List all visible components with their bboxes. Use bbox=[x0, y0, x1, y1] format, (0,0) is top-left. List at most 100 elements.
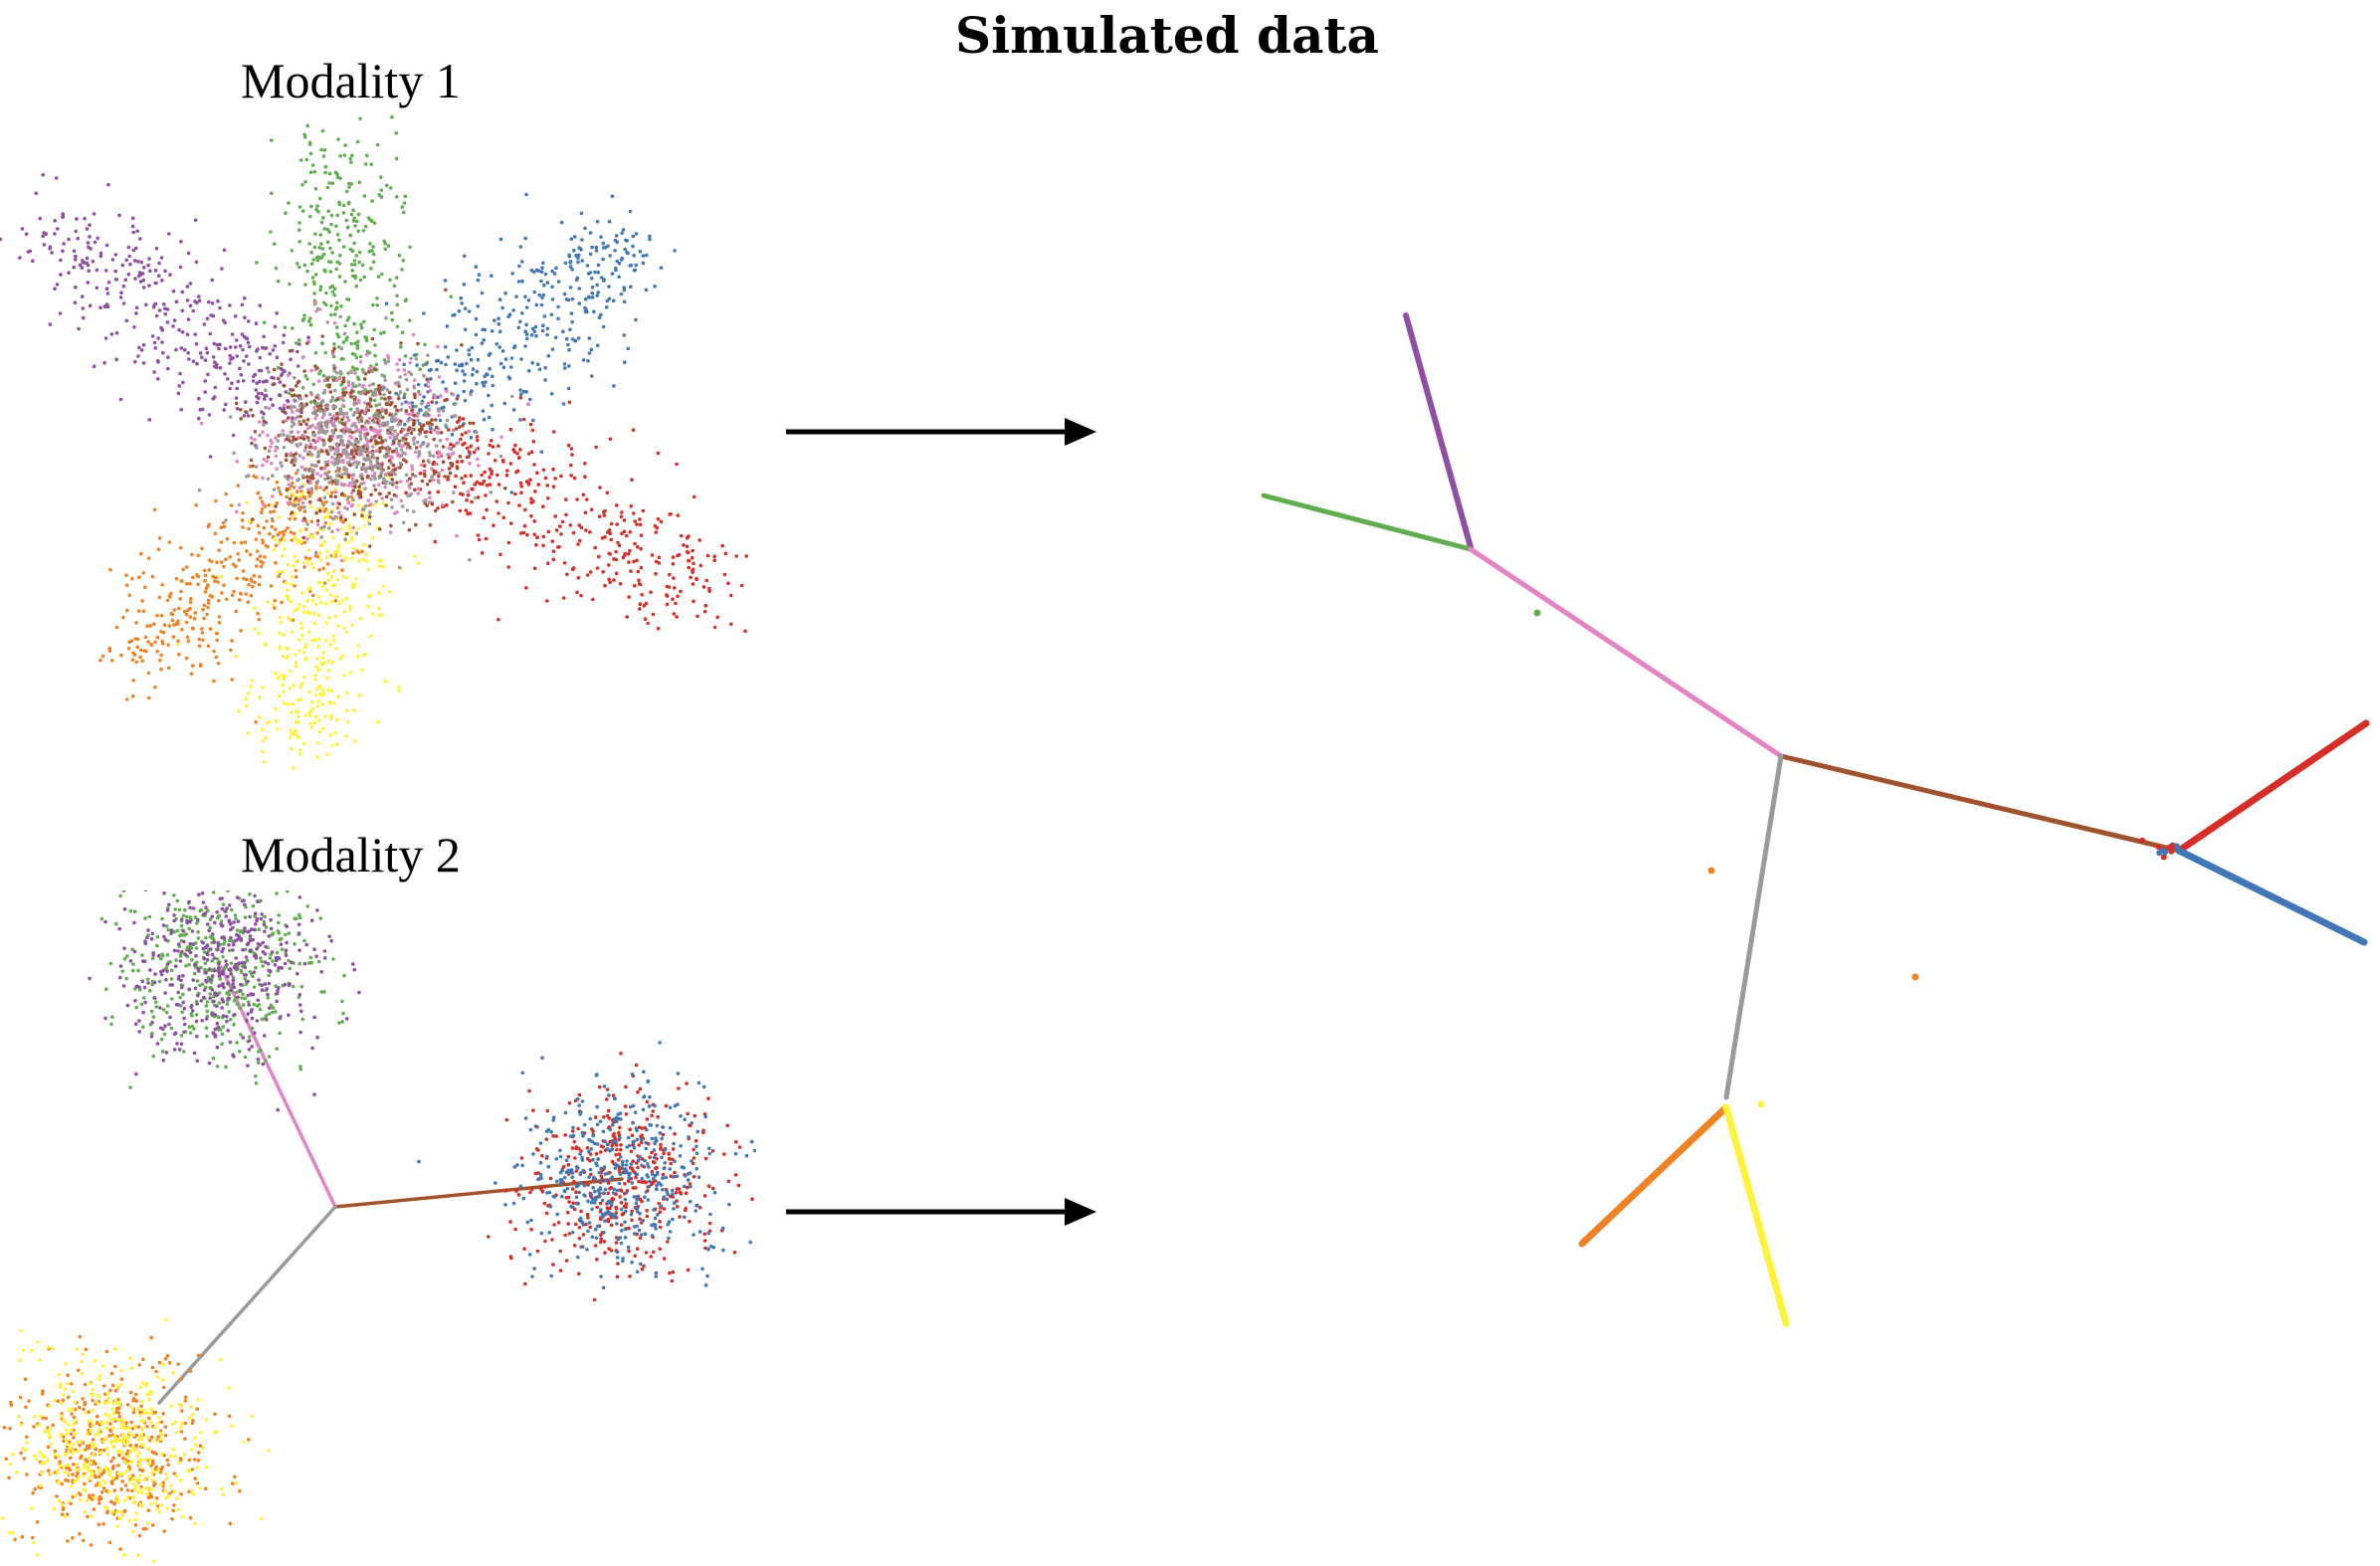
modality-1-point bbox=[120, 263, 125, 268]
modality-2-point bbox=[299, 1009, 303, 1014]
modality-2-point bbox=[337, 1021, 341, 1025]
modality-2-point bbox=[542, 1185, 547, 1189]
modality-1-point bbox=[572, 235, 577, 239]
modality-1-point bbox=[509, 365, 513, 369]
modality-1-point bbox=[185, 635, 190, 640]
modality-1-point bbox=[218, 342, 222, 347]
modality-1-point bbox=[496, 511, 500, 515]
modality-1-point bbox=[583, 309, 588, 314]
modality-1-point bbox=[309, 487, 314, 491]
modality-1-point bbox=[383, 438, 388, 443]
modality-1-point bbox=[228, 415, 233, 419]
modality-1-point bbox=[438, 438, 443, 443]
modality-1-point bbox=[395, 324, 400, 329]
modality-1-point bbox=[352, 445, 357, 450]
modality-1-point bbox=[206, 372, 210, 377]
modality-1-point bbox=[453, 485, 458, 489]
modality-2-point bbox=[182, 1022, 187, 1027]
modality-1-point bbox=[334, 378, 339, 383]
modality-1-point bbox=[321, 691, 326, 695]
modality-2-point bbox=[222, 936, 227, 940]
modality-1-point bbox=[261, 463, 265, 468]
modality-1-point bbox=[496, 321, 501, 326]
modality-2-point bbox=[617, 1133, 622, 1137]
modality-1-point bbox=[354, 465, 359, 470]
modality-2-point bbox=[165, 969, 169, 973]
modality-1-point bbox=[508, 427, 513, 432]
modality-1-point bbox=[698, 563, 703, 568]
modality-1-point bbox=[251, 584, 255, 589]
modality-1-point bbox=[624, 238, 628, 243]
modality-1-point bbox=[310, 699, 314, 704]
modality-1-point bbox=[306, 335, 310, 339]
modality-1-point bbox=[532, 566, 537, 570]
modality-1-point bbox=[526, 452, 531, 456]
modality-1-point bbox=[284, 211, 288, 215]
modality-1-point bbox=[665, 594, 670, 598]
modality-1-point bbox=[405, 387, 410, 392]
modality-2-point bbox=[269, 1003, 274, 1008]
modality-1-point bbox=[253, 580, 257, 585]
modality-1-point bbox=[360, 513, 364, 518]
modality-2-point bbox=[194, 960, 199, 965]
modality-1-point bbox=[650, 553, 655, 557]
modality-2-point bbox=[222, 942, 226, 946]
modality-2-point bbox=[577, 1226, 582, 1230]
modality-1-point bbox=[235, 459, 239, 464]
modality-2-point bbox=[246, 993, 250, 998]
modality-1-point bbox=[370, 468, 375, 473]
modality-2-point bbox=[180, 949, 184, 954]
modality-1-point bbox=[139, 260, 144, 265]
modality-1-point bbox=[306, 438, 311, 443]
modality-1-point bbox=[298, 342, 301, 346]
modality-1-point bbox=[402, 368, 407, 372]
modality-2-point bbox=[250, 1016, 255, 1021]
modality-1-point bbox=[254, 564, 259, 568]
modality-1-point bbox=[534, 333, 538, 338]
modality-2-point bbox=[688, 1219, 692, 1224]
modality-1-point bbox=[449, 461, 453, 466]
modality-1-point bbox=[296, 380, 300, 385]
modality-1-point bbox=[316, 436, 321, 441]
modality-1-point bbox=[401, 438, 405, 443]
modality-1-point bbox=[542, 283, 546, 288]
modality-1-point bbox=[475, 435, 480, 439]
modality-1-point bbox=[202, 322, 207, 326]
modality-2-point bbox=[668, 1167, 672, 1171]
modality-1-point bbox=[671, 597, 675, 602]
modality-2-point bbox=[275, 958, 279, 962]
modality-1-point bbox=[388, 530, 393, 534]
modality-1-point bbox=[487, 353, 492, 357]
modality-2-point bbox=[220, 949, 224, 954]
modality-2-point bbox=[549, 1129, 553, 1134]
modality-2-point bbox=[595, 1163, 599, 1168]
modality-1-point bbox=[130, 658, 135, 662]
modality-1-point bbox=[628, 209, 633, 214]
modality-1-point bbox=[147, 257, 151, 261]
modality-1-point bbox=[439, 431, 444, 435]
modality-1-point bbox=[327, 385, 331, 389]
modality-1-point bbox=[473, 495, 478, 500]
modality-1-point bbox=[474, 265, 479, 269]
modality-1-point bbox=[410, 401, 415, 405]
modality-1-point bbox=[390, 310, 394, 315]
modality-1-point bbox=[629, 569, 633, 573]
modality-1-point bbox=[320, 584, 324, 589]
modality-1-point bbox=[251, 413, 255, 418]
modality-2-point bbox=[212, 1032, 216, 1036]
modality-1-point bbox=[131, 651, 135, 656]
modality-1-point bbox=[443, 345, 448, 349]
modality-1-point bbox=[480, 473, 485, 478]
modality-1-point bbox=[298, 404, 302, 408]
modality-1-point bbox=[625, 615, 629, 619]
modality-1-point bbox=[601, 257, 605, 262]
modality-2-point bbox=[179, 923, 184, 928]
modality-2-point bbox=[650, 1150, 654, 1155]
modality-1-point bbox=[314, 665, 318, 669]
modality-2-point bbox=[164, 965, 169, 970]
modality-1-point bbox=[638, 522, 643, 527]
modality-1-point bbox=[358, 434, 363, 439]
modality-2-point bbox=[278, 1016, 282, 1020]
modality-2-point bbox=[224, 1065, 228, 1070]
modality-2-point bbox=[201, 900, 206, 904]
